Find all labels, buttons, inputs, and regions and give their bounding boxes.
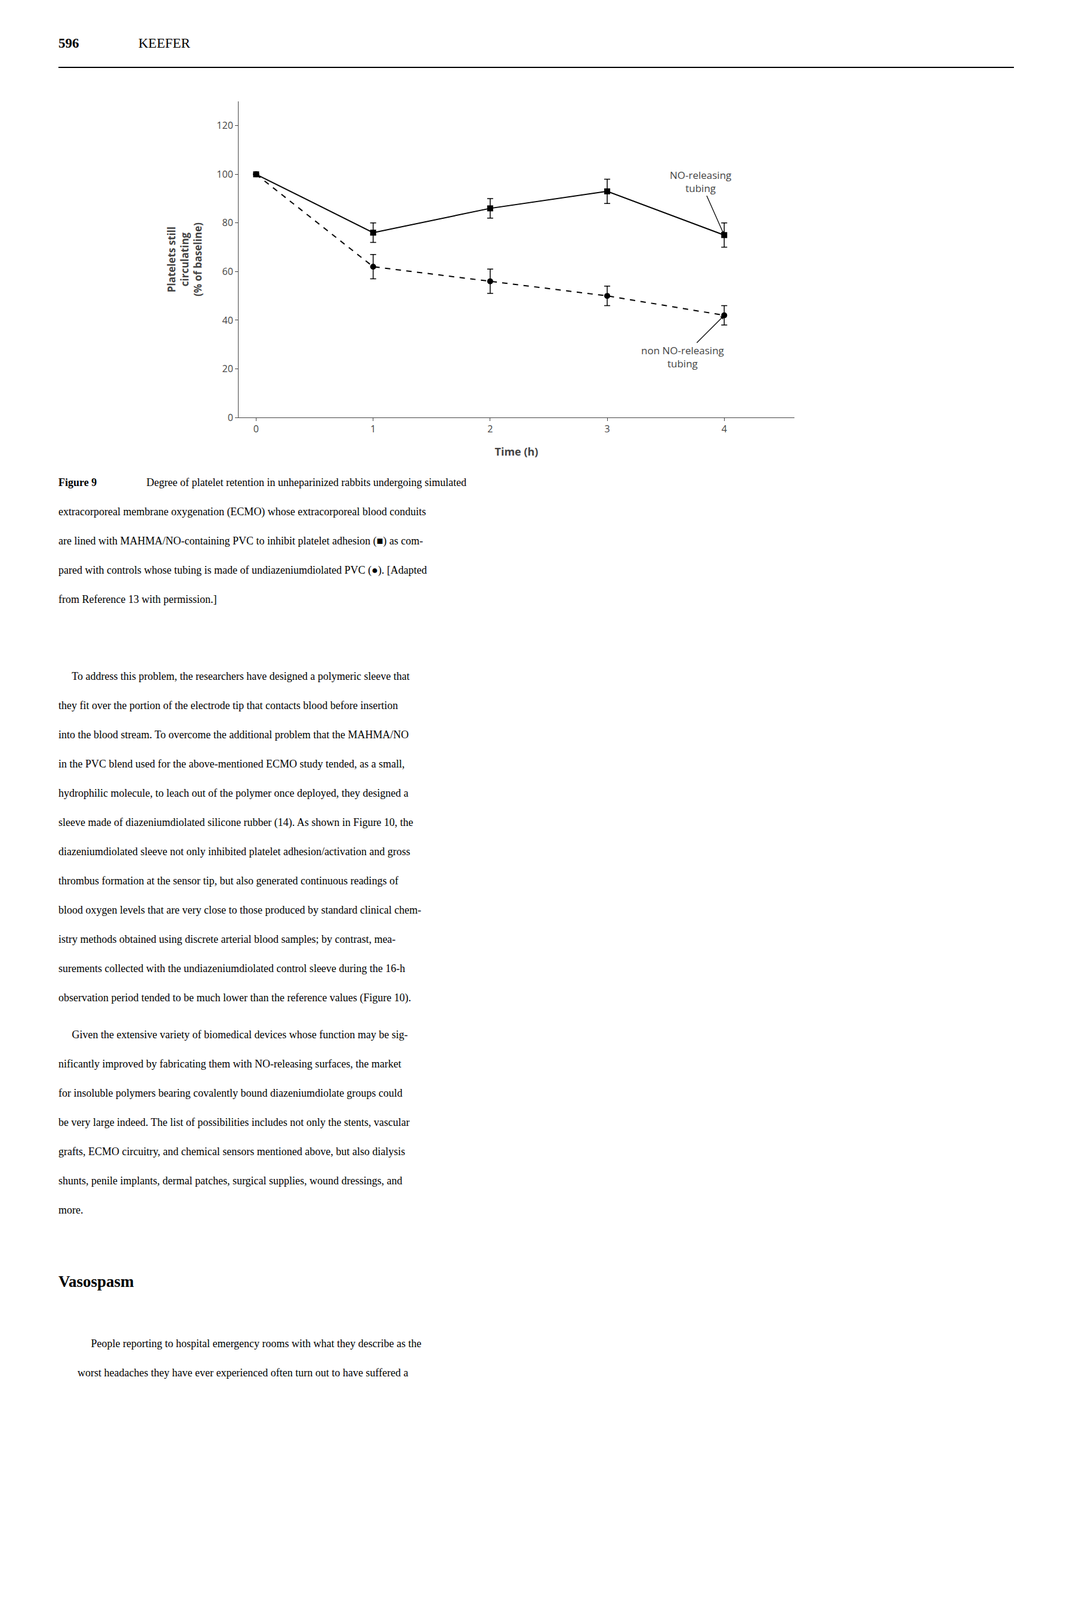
html-text:thrombus formation at the sens: thrombus formation at the sensor tip, bu… — [58, 874, 399, 887]
svg-text:100: 100 — [216, 167, 233, 181]
svg-text:Time (h): Time (h) — [495, 444, 539, 459]
html-text:observation period tended to b: observation period tended to be much low… — [58, 991, 412, 1004]
html-text:into the blood stream. To over: into the blood stream. To overcome the a… — [58, 728, 409, 741]
html-text:Figure 9: Figure 9 — [58, 476, 97, 489]
html-text:blood oxygen levels that are v: blood oxygen levels that are very close … — [58, 904, 422, 917]
html-text:Given the extensive variety of: Given the extensive variety of biomedica… — [58, 1028, 408, 1041]
html-text:People reporting to hospital e: People reporting to hospital emergency r… — [77, 1337, 422, 1350]
html-text:shunts, penile implants, derma: shunts, penile implants, dermal patches,… — [58, 1174, 403, 1187]
html-text:worst headaches they have ever: worst headaches they have ever experienc… — [77, 1367, 409, 1379]
html-text:istry methods obtained using d: istry methods obtained using discrete ar… — [58, 933, 396, 946]
svg-text:120: 120 — [216, 118, 233, 132]
html-text:sleeve made of diazeniumdiolat: sleeve made of diazeniumdiolated silicon… — [58, 816, 414, 829]
html-text:be very large indeed. The list: be very large indeed. The list of possib… — [58, 1116, 410, 1129]
svg-text:Platelets stillcirculating(% o: Platelets stillcirculating(% of baseline… — [164, 222, 205, 297]
html-text:from Reference 13 with permiss: from Reference 13 with permission.] — [58, 593, 217, 606]
html-text:diazeniumdiolated sleeve not o: diazeniumdiolated sleeve not only inhibi… — [58, 845, 411, 858]
svg-text:20: 20 — [222, 362, 234, 376]
html-text:Degree of platelet retention i: Degree of platelet retention in unhepari… — [138, 476, 467, 489]
html-text:hydrophilic molecule, to leach: hydrophilic molecule, to leach out of th… — [58, 787, 409, 800]
html-text:Vasospasm: Vasospasm — [58, 1272, 134, 1291]
svg-text:2: 2 — [487, 422, 493, 436]
svg-text:60: 60 — [222, 264, 234, 278]
svg-text:NO-releasingtubing: NO-releasingtubing — [669, 168, 732, 196]
svg-text:0: 0 — [253, 422, 259, 436]
svg-text:4: 4 — [721, 422, 728, 436]
html-text:in the PVC blend used for the: in the PVC blend used for the above-ment… — [58, 758, 405, 770]
html-text:To address this problem, the r: To address this problem, the researchers… — [58, 670, 410, 683]
svg-text:3: 3 — [604, 422, 610, 436]
html-text:more.: more. — [58, 1204, 84, 1217]
html-text:grafts, ECMO circuitry, and ch: grafts, ECMO circuitry, and chemical sen… — [58, 1145, 406, 1158]
svg-text:80: 80 — [222, 215, 234, 230]
svg-text:non NO-releasingtubing: non NO-releasingtubing — [641, 343, 725, 371]
html-text:nificantly improved by fabrica: nificantly improved by fabricating them … — [58, 1058, 402, 1070]
html-text:they fit over the portion of t: they fit over the portion of the electro… — [58, 699, 398, 712]
html-text:are lined with MAHMA/NO-contai: are lined with MAHMA/NO-containing PVC t… — [58, 534, 424, 547]
html-text:596: 596 — [58, 35, 80, 51]
svg-text:40: 40 — [222, 313, 234, 327]
svg-text:0: 0 — [227, 410, 234, 425]
html-text:KEEFER: KEEFER — [138, 35, 191, 51]
html-text:for insoluble polymers bearing: for insoluble polymers bearing covalentl… — [58, 1087, 403, 1100]
html-text:extracorporeal membrane oxygen: extracorporeal membrane oxygenation (ECM… — [58, 505, 427, 518]
html-text:surements collected with the u: surements collected with the undiazenium… — [58, 962, 406, 975]
svg-text:1: 1 — [370, 422, 376, 436]
html-text:pared with controls whose tubi: pared with controls whose tubing is made… — [58, 564, 427, 577]
